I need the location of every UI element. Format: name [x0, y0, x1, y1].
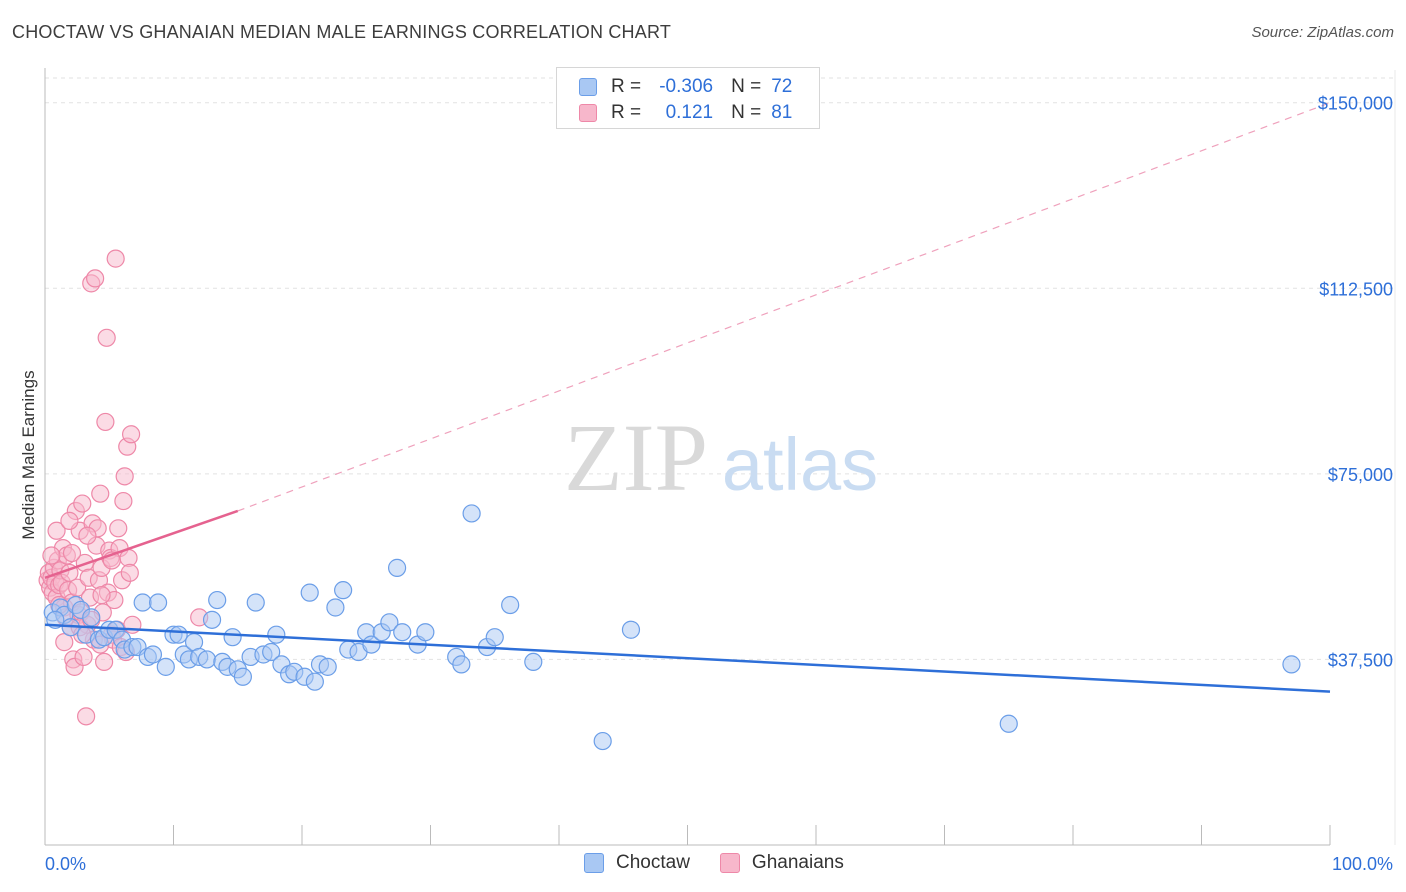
- legend-n-label: N =: [731, 102, 762, 123]
- choctaw-point: [197, 650, 217, 669]
- choctaw-point: [1282, 655, 1301, 674]
- choctaw-point: [621, 620, 641, 639]
- choctaw-point: [524, 652, 543, 672]
- ghanaians-point: [74, 647, 93, 667]
- choctaw-swatch-icon: [579, 78, 597, 96]
- legend-row-ghanaians: R = 0.121 N = 81: [579, 101, 792, 125]
- ghanaians-point: [77, 707, 96, 726]
- choctaw-point: [223, 628, 242, 647]
- ghanaians-point: [47, 521, 66, 540]
- x-tick-label: 0.0%: [45, 854, 86, 874]
- ghanaians-swatch-icon: [719, 853, 740, 873]
- choctaw-point: [156, 657, 175, 676]
- choctaw-point: [593, 731, 612, 751]
- axis-labels: $37,500 $75,000 $112,500 $150,000 0.0% 100.0%: [45, 94, 1393, 874]
- ghanaians-point: [115, 467, 134, 486]
- chart-title: CHOCTAW VS GHANAIAN MEDIAN MALE EARNINGS…: [12, 22, 672, 42]
- choctaw-points: [43, 504, 1301, 751]
- choctaw-point: [202, 610, 222, 629]
- legend-r-label: R =: [611, 76, 642, 97]
- ghanaians-point: [60, 511, 79, 530]
- y-tick-label: $75,000: [1328, 465, 1393, 485]
- choctaw-point: [485, 628, 504, 647]
- ghanaians-point: [114, 491, 133, 511]
- y-axis-title: Median Male Earnings: [19, 370, 38, 539]
- ghanaians-point: [97, 328, 116, 347]
- choctaw-point: [267, 625, 286, 644]
- legend-item-choctaw: Choctaw: [584, 852, 690, 874]
- choctaw-point: [305, 672, 324, 691]
- choctaw-point: [82, 608, 101, 627]
- ghanaians-point: [120, 563, 139, 582]
- watermark-atlas: atlas: [722, 423, 878, 506]
- legend-r-label: R =: [611, 102, 642, 123]
- choctaw-point: [148, 593, 168, 612]
- choctaw-point: [169, 625, 188, 644]
- legend-label-ghanaians: Ghanaians: [751, 852, 844, 873]
- ghanaians-point: [73, 494, 92, 513]
- choctaw-point: [300, 583, 319, 602]
- choctaw-point: [501, 595, 520, 615]
- choctaw-point: [133, 593, 152, 612]
- legend-row-choctaw: R = -0.306 N = 72: [579, 75, 792, 99]
- ghanaians-point: [95, 652, 114, 672]
- choctaw-trend-line: [44, 623, 1331, 693]
- gridlines: [45, 70, 1396, 845]
- y-tick-label: $150,000: [1318, 94, 1393, 114]
- choctaw-point: [387, 558, 407, 577]
- choctaw-point: [452, 655, 471, 674]
- choctaw-point: [143, 645, 163, 664]
- legend-n-label: N =: [731, 76, 762, 97]
- choctaw-point: [999, 714, 1018, 733]
- ghanaians-point: [78, 526, 97, 545]
- choctaw-point: [380, 613, 399, 632]
- choctaw-point: [233, 667, 252, 686]
- legend-n-value: 72: [771, 76, 793, 97]
- ghanaians-point: [96, 412, 115, 432]
- watermark-zip: ZIP: [564, 404, 708, 511]
- choctaw-point: [318, 657, 337, 676]
- ghanaians-point: [91, 484, 110, 503]
- ghanaians-point: [121, 425, 141, 444]
- ghanaians-point: [92, 586, 111, 605]
- legend-r-value: -0.306: [659, 76, 714, 97]
- stats-legend: R = -0.306 N = 72 R = 0.121 N = 81: [556, 67, 820, 129]
- choctaw-swatch-icon: [584, 853, 604, 873]
- choctaw-point: [208, 590, 227, 610]
- ghanaians-point: [86, 269, 105, 288]
- ghanaians-point: [106, 249, 125, 268]
- y-tick-label: $112,500: [1319, 279, 1393, 299]
- choctaw-point: [462, 504, 481, 523]
- y-tick-label: $37,500: [1328, 650, 1393, 670]
- choctaw-point: [416, 623, 435, 642]
- ghanaians-swatch-icon: [579, 104, 597, 122]
- choctaw-point: [334, 581, 353, 600]
- watermark: ZIP atlas: [564, 404, 878, 511]
- choctaw-point: [393, 623, 412, 642]
- series-legend: Choctaw Ghanaians: [584, 852, 874, 874]
- choctaw-point: [326, 598, 345, 617]
- ghanaians-point: [62, 543, 82, 563]
- ghanaians-trend-line: [44, 509, 239, 579]
- ghanaians-point: [109, 519, 128, 538]
- legend-r-value: 0.121: [665, 102, 714, 123]
- trend-lines: [44, 102, 1331, 693]
- legend-label-choctaw: Choctaw: [616, 852, 690, 873]
- choctaw-point: [246, 593, 265, 612]
- legend-item-ghanaians: Ghanaians: [719, 852, 844, 874]
- axes: [44, 68, 1331, 846]
- x-tick-label: 100.0%: [1332, 854, 1393, 874]
- ghanaians-point: [42, 546, 61, 565]
- choctaw-point: [262, 642, 281, 662]
- legend-n-value: 81: [771, 102, 793, 123]
- source-label: Source: ZipAtlas.com: [1251, 24, 1394, 41]
